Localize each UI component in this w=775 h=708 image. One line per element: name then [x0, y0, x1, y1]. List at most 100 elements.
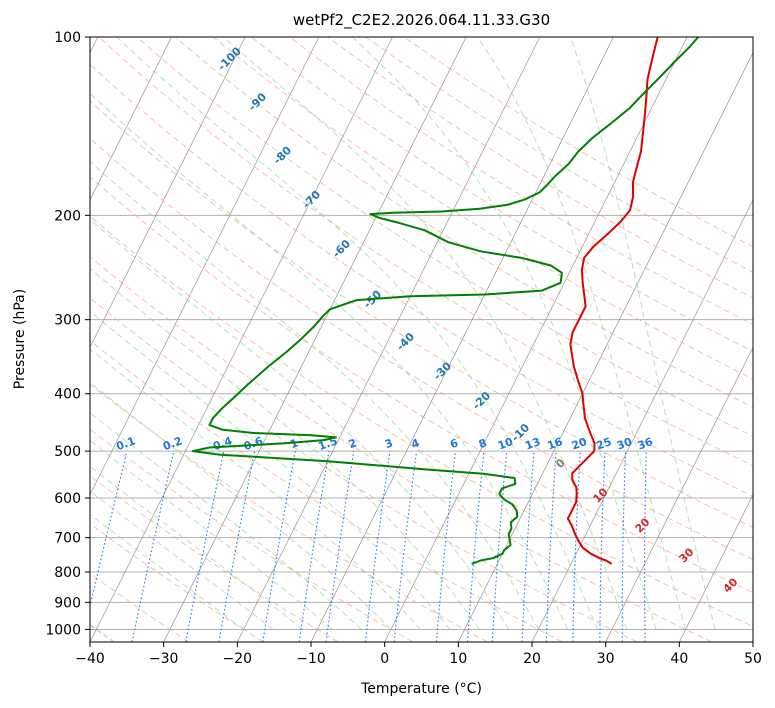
isotherm-line: [90, 37, 246, 349]
y-tick-label: 500: [54, 444, 81, 460]
mixing-ratio-label: 25: [594, 435, 613, 452]
mixing-ratio-label: 0.6: [242, 434, 265, 453]
x-axis-label: Temperature (°C): [360, 681, 482, 697]
mixing-ratio-line: [325, 451, 355, 642]
moist-adiabat-label: -60: [330, 237, 353, 260]
dry-adiabat-line: [90, 339, 563, 642]
mixing-ratio-line: [131, 450, 175, 642]
plot-frame: [89, 36, 754, 643]
moist-adiabat-label: -40: [394, 330, 417, 353]
dry-adiabat-line: [90, 297, 638, 642]
mixing-ratio-line: [364, 451, 391, 642]
y-tick-label: 700: [54, 531, 81, 547]
isotherm-line: [605, 346, 753, 642]
mixing-ratio-label: 6: [448, 436, 460, 451]
chart-title: wetPf2_C2E2.2026.064.11.33.G30: [293, 11, 550, 30]
dry-adiabat-line: [212, 37, 753, 380]
mixing-ratio-line: [599, 451, 606, 642]
mixing-ratio-line: [218, 450, 256, 642]
isotherm-line: [531, 199, 753, 642]
x-axis-ticks: −40 −30 −20 −10 0 10 20 30 40 50: [75, 642, 762, 667]
isotherm-line: [236, 37, 541, 642]
dry-adiabat-line: [90, 572, 190, 642]
y-tick-label: 200: [54, 208, 81, 224]
y-tick-label: 600: [54, 491, 81, 507]
mixing-ratio-label: 13: [523, 435, 542, 452]
isotherm-line: [384, 37, 688, 642]
x-tick-label: 20: [523, 651, 541, 667]
moist-adiabat-line: [90, 490, 274, 630]
dry-adiabat-line: [90, 137, 753, 561]
mixing-ratio-label: 0.2: [161, 434, 184, 453]
dry-adiabat-line: [90, 255, 712, 642]
moist-adiabat-line: [90, 465, 303, 630]
dewpoint-profile: [191, 37, 699, 565]
y-tick-label: 400: [54, 387, 81, 403]
x-tick-label: 0: [380, 651, 389, 667]
moist-adiabat-line: [116, 37, 598, 630]
x-tick-label: 40: [670, 651, 688, 667]
mixing-ratio-label: 20: [570, 435, 589, 453]
moist-adiabat-line: [90, 381, 392, 630]
dry-adiabat-line: [90, 176, 753, 594]
y-tick-label: 900: [54, 595, 81, 611]
dry-adiabat-line: [90, 428, 414, 642]
moist-adiabat-label: -70: [300, 188, 323, 211]
mixing-ratio-line: [466, 451, 485, 642]
isotherm-line: [90, 37, 393, 642]
y-tick-label: 800: [54, 565, 81, 581]
y-tick-label: 100: [54, 30, 81, 46]
x-tick-label: 10: [449, 651, 467, 667]
isotherm-line: [678, 493, 753, 642]
mixing-ratio-label: 8: [477, 436, 489, 451]
moist-adiabat-line: [90, 267, 480, 630]
mixing-ratio-line: [393, 451, 418, 642]
dry-adiabat-line: [90, 523, 264, 642]
mixing-ratio-label: 4: [410, 436, 422, 451]
mixing-ratio-label: 10: [496, 435, 515, 453]
x-tick-label: 50: [744, 651, 762, 667]
y-axis-ticks: 100 200 300 400 500 600 700 800 900 1000: [45, 30, 90, 638]
moist-adiabat-line: [90, 439, 333, 630]
temperature-profile: [566, 37, 659, 565]
isotherm-line: [90, 37, 320, 496]
moist-adiabat-label: -20: [470, 389, 493, 412]
isotherm-line: [752, 641, 753, 642]
dry-adiabat-line: [251, 37, 753, 353]
mixing-ratio-label: 0.1: [114, 434, 137, 453]
moist-adiabat-line: [90, 92, 569, 630]
mixing-ratio-label: 3: [383, 436, 395, 451]
moist-adiabat-line: [477, 37, 687, 630]
dry-adiabat-line: [90, 100, 753, 529]
dry-adiabat-label: 30: [677, 545, 697, 565]
moist-adiabat-line: [351, 37, 657, 630]
dry-adiabat-line: [90, 475, 339, 642]
mixing-ratio-label: 30: [615, 435, 634, 453]
x-tick-label: 30: [597, 651, 615, 667]
mixing-ratio-line: [435, 451, 456, 642]
y-axis-label: Pressure (hPa): [12, 289, 28, 389]
mixing-ratio-label: 16: [546, 435, 565, 453]
dry-adiabat-line: [90, 63, 753, 497]
dry-adiabat-label: 10: [591, 485, 611, 505]
x-tick-label: −30: [149, 651, 179, 667]
background-lines: [90, 37, 753, 642]
y-tick-label: 300: [54, 313, 81, 329]
dry-adiabat-line: [327, 37, 753, 299]
moist-adiabat-line: [90, 218, 510, 630]
dry-adiabat-line: [90, 215, 753, 628]
profile-lines: [191, 37, 699, 565]
moist-adiabat-line: [222, 37, 628, 630]
dry-adiabat-line: [98, 37, 753, 467]
moist-adiabat-label: -80: [271, 144, 294, 167]
isotherm-line: [163, 37, 467, 642]
mixing-ratio-label: 36: [636, 435, 655, 453]
x-tick-label: −10: [296, 651, 326, 667]
mixing-ratio-line: [572, 451, 581, 642]
mixing-ratio-label: 2: [347, 436, 359, 451]
mixing-ratio-label: 1.5: [316, 434, 339, 453]
mixing-ratio-line: [298, 451, 330, 642]
isotherm-line: [90, 37, 172, 201]
mixing-ratio-line: [621, 451, 627, 642]
mixing-ratio-line: [90, 450, 128, 609]
